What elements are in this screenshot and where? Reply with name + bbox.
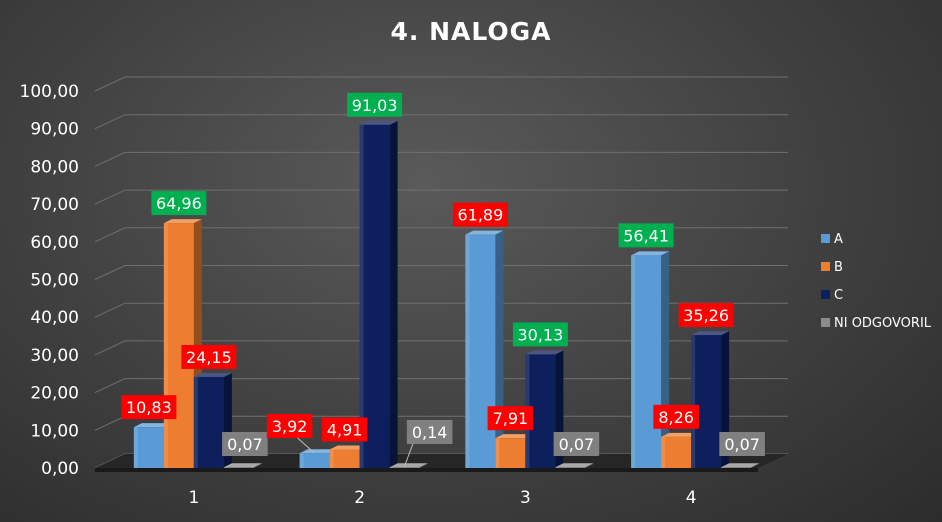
data-label: 4,91 xyxy=(321,417,368,442)
chart-title: 4. NALOGA xyxy=(390,17,551,46)
data-label-text: 0,07 xyxy=(724,435,760,454)
legend-swatch xyxy=(821,234,830,243)
gridline xyxy=(94,76,788,92)
bar-ni-odgovoril-2 xyxy=(389,463,428,468)
y-tick-label: 60,00 xyxy=(30,233,79,253)
data-label: 0,07 xyxy=(553,432,600,456)
gridline xyxy=(94,151,788,167)
bar-a-3 xyxy=(465,230,504,468)
bar-ni-odgovoril-4 xyxy=(721,463,760,468)
legend-item: A xyxy=(821,232,843,247)
gridlines xyxy=(94,76,788,469)
x-tick-label: 3 xyxy=(520,488,531,508)
data-label-text: 91,03 xyxy=(352,96,398,115)
legend-swatch xyxy=(821,262,830,271)
y-tick-label: 30,00 xyxy=(30,346,79,366)
legend-label: B xyxy=(834,260,843,275)
chart-floor xyxy=(95,454,788,472)
data-label: 56,41 xyxy=(618,223,674,248)
floor-top xyxy=(95,454,788,468)
y-tick-label: 20,00 xyxy=(30,384,79,404)
data-label: 61,89 xyxy=(452,202,508,227)
legend-swatch xyxy=(821,290,830,299)
data-label-text: 4,91 xyxy=(327,420,363,439)
data-label: 30,13 xyxy=(512,322,568,347)
y-tick-label: 0,00 xyxy=(41,459,79,479)
leader-line xyxy=(297,437,315,454)
legend-item: C xyxy=(821,288,843,303)
legend: ABC NI ODGOVORIL xyxy=(821,232,932,331)
data-label: 64,96 xyxy=(151,191,207,216)
data-label: 91,03 xyxy=(347,92,403,117)
data-label: 7,91 xyxy=(487,406,534,431)
data-labels: 10,83 64,96 24,15 0,07 3,92 4,91 91,03 0,14 61,8… xyxy=(121,92,765,467)
data-label-text: 0,14 xyxy=(412,423,448,442)
leader-line xyxy=(404,443,414,467)
data-label-text: 56,41 xyxy=(623,226,669,245)
x-tick-label: 2 xyxy=(354,488,365,508)
data-label-text: 7,91 xyxy=(493,409,529,428)
data-label-text: 64,96 xyxy=(156,194,202,213)
y-tick-label: 90,00 xyxy=(30,120,79,140)
bar-c-2 xyxy=(359,120,398,469)
legend-item: NI ODGOVORIL xyxy=(821,316,932,331)
y-tick-label: 80,00 xyxy=(30,157,79,177)
y-tick-label: 10,00 xyxy=(30,421,79,441)
data-label: 24,15 xyxy=(181,344,237,369)
legend-label: NI ODGOVORIL xyxy=(834,316,932,331)
gridline xyxy=(94,114,788,130)
data-label-text: 35,26 xyxy=(683,306,729,325)
bar-ni-odgovoril-1 xyxy=(223,463,262,468)
data-label-text: 0,07 xyxy=(227,435,263,454)
data-label: 3,92 xyxy=(266,414,313,438)
gridline xyxy=(94,302,788,318)
data-label: 8,26 xyxy=(653,404,699,429)
gridline xyxy=(94,265,788,280)
data-label-text: 0,07 xyxy=(559,435,595,454)
gridline xyxy=(94,189,788,205)
data-label: 0,14 xyxy=(406,420,453,444)
data-label: 10,83 xyxy=(121,395,177,420)
bar-a-4 xyxy=(631,251,670,468)
data-label-text: 8,26 xyxy=(658,408,694,427)
bar-ni-odgovoril-3 xyxy=(555,463,594,468)
legend-item: B xyxy=(821,260,843,275)
legend-label: A xyxy=(834,232,843,247)
data-label: 35,26 xyxy=(678,303,734,328)
data-label: 0,07 xyxy=(222,432,268,456)
y-tick-label: 50,00 xyxy=(30,271,79,291)
y-tick-label: 70,00 xyxy=(30,195,79,215)
legend-label: C xyxy=(834,288,843,303)
x-tick-label: 4 xyxy=(686,488,697,508)
data-label-text: 61,89 xyxy=(457,206,503,225)
y-tick-label: 40,00 xyxy=(30,308,79,328)
floor-front xyxy=(95,468,758,472)
gridline xyxy=(94,378,788,394)
x-tick-label: 1 xyxy=(188,488,199,508)
x-axis-ticks: 1 2 3 4 xyxy=(188,488,696,508)
data-label: 0,07 xyxy=(719,432,765,456)
data-label-text: 24,15 xyxy=(186,348,232,367)
bars xyxy=(133,120,760,469)
legend-swatch xyxy=(821,318,830,327)
data-label-text: 10,83 xyxy=(126,398,172,417)
y-tick-label: 100,00 xyxy=(20,82,79,102)
data-label-text: 3,92 xyxy=(272,417,308,436)
y-axis-ticks: 0,00 10,00 20,00 30,00 40,00 50,00 60,00 70,00 8… xyxy=(20,82,79,479)
data-label-text: 30,13 xyxy=(517,325,563,344)
gridline xyxy=(94,227,788,243)
